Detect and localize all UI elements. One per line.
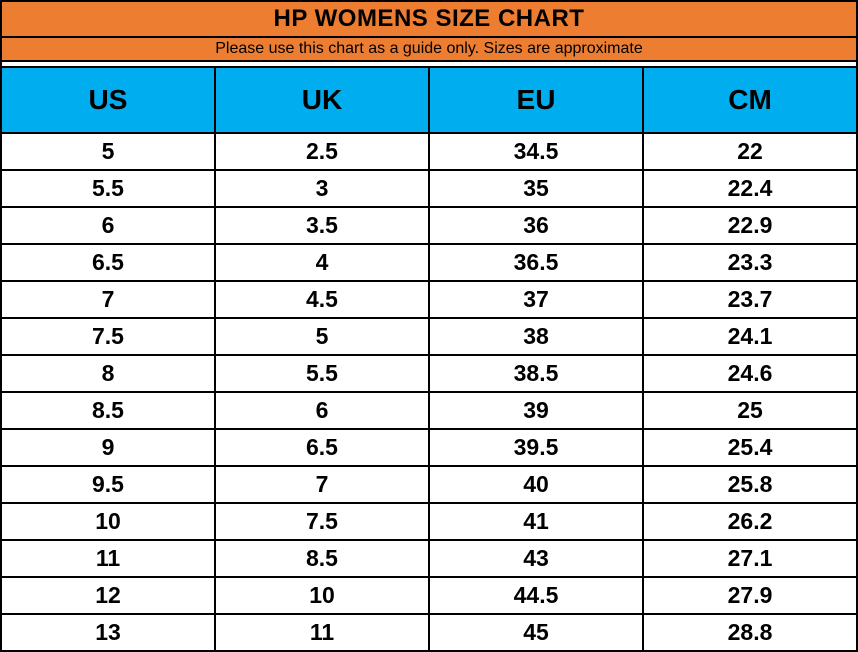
table-row: 11 8.5 43 27.1 <box>0 539 858 578</box>
size-table: US UK EU CM 5 2.5 34.5 22 5.5 3 35 22.4 6 3.5 36 22… <box>0 66 858 652</box>
column-header-cm: CM <box>642 66 858 134</box>
table-row: 7.5 5 38 24.1 <box>0 317 858 356</box>
table-cell: 7.5 <box>0 317 216 356</box>
table-row: 8 5.5 38.5 24.6 <box>0 354 858 393</box>
table-cell: 9.5 <box>0 465 216 504</box>
table-cell: 11 <box>214 613 430 652</box>
table-cell: 6 <box>214 391 430 430</box>
size-table-header: US UK EU CM <box>0 66 858 134</box>
table-cell: 7 <box>214 465 430 504</box>
table-cell: 10 <box>214 576 430 615</box>
table-cell: 23.7 <box>642 280 858 319</box>
table-row: 7 4.5 37 23.7 <box>0 280 858 319</box>
table-row: 13 11 45 28.8 <box>0 613 858 652</box>
table-cell: 4 <box>214 243 430 282</box>
header-row: US UK EU CM <box>0 66 858 134</box>
table-cell: 38 <box>428 317 644 356</box>
column-header-eu: EU <box>428 66 644 134</box>
table-cell: 25.8 <box>642 465 858 504</box>
table-cell: 5.5 <box>214 354 430 393</box>
table-cell: 36.5 <box>428 243 644 282</box>
table-cell: 36 <box>428 206 644 245</box>
table-row: 8.5 6 39 25 <box>0 391 858 430</box>
table-cell: 6.5 <box>0 243 216 282</box>
table-cell: 7.5 <box>214 502 430 541</box>
table-cell: 37 <box>428 280 644 319</box>
table-cell: 2.5 <box>214 132 430 171</box>
table-cell: 6.5 <box>214 428 430 467</box>
table-cell: 11 <box>0 539 216 578</box>
table-cell: 9 <box>0 428 216 467</box>
table-cell: 5 <box>0 132 216 171</box>
table-cell: 44.5 <box>428 576 644 615</box>
column-header-us: US <box>0 66 216 134</box>
table-row: 6 3.5 36 22.9 <box>0 206 858 245</box>
table-cell: 39.5 <box>428 428 644 467</box>
table-cell: 26.2 <box>642 502 858 541</box>
table-cell: 6 <box>0 206 216 245</box>
table-row: 5 2.5 34.5 22 <box>0 132 858 171</box>
table-cell: 41 <box>428 502 644 541</box>
table-cell: 43 <box>428 539 644 578</box>
table-cell: 24.6 <box>642 354 858 393</box>
table-cell: 23.3 <box>642 243 858 282</box>
table-cell: 5.5 <box>0 169 216 208</box>
chart-subtitle: Please use this chart as a guide only. S… <box>0 38 858 62</box>
table-cell: 22.9 <box>642 206 858 245</box>
table-cell: 40 <box>428 465 644 504</box>
table-cell: 3 <box>214 169 430 208</box>
table-row: 6.5 4 36.5 23.3 <box>0 243 858 282</box>
table-cell: 24.1 <box>642 317 858 356</box>
table-cell: 28.8 <box>642 613 858 652</box>
table-cell: 22.4 <box>642 169 858 208</box>
table-cell: 4.5 <box>214 280 430 319</box>
table-cell: 25.4 <box>642 428 858 467</box>
table-row: 9.5 7 40 25.8 <box>0 465 858 504</box>
table-cell: 8 <box>0 354 216 393</box>
table-cell: 10 <box>0 502 216 541</box>
table-cell: 12 <box>0 576 216 615</box>
table-cell: 27.1 <box>642 539 858 578</box>
table-cell: 35 <box>428 169 644 208</box>
table-cell: 39 <box>428 391 644 430</box>
table-cell: 8.5 <box>214 539 430 578</box>
table-cell: 7 <box>0 280 216 319</box>
table-cell: 8.5 <box>0 391 216 430</box>
size-table-body: 5 2.5 34.5 22 5.5 3 35 22.4 6 3.5 36 22.9 6.5 4 36.5 23… <box>0 132 858 652</box>
table-row: 12 10 44.5 27.9 <box>0 576 858 615</box>
table-cell: 27.9 <box>642 576 858 615</box>
divider <box>0 62 858 66</box>
table-row: 5.5 3 35 22.4 <box>0 169 858 208</box>
table-cell: 22 <box>642 132 858 171</box>
table-cell: 38.5 <box>428 354 644 393</box>
table-cell: 3.5 <box>214 206 430 245</box>
table-cell: 13 <box>0 613 216 652</box>
table-row: 9 6.5 39.5 25.4 <box>0 428 858 467</box>
table-cell: 25 <box>642 391 858 430</box>
table-cell: 34.5 <box>428 132 644 171</box>
chart-title: HP WOMENS SIZE CHART <box>0 0 858 38</box>
table-cell: 5 <box>214 317 430 356</box>
table-row: 10 7.5 41 26.2 <box>0 502 858 541</box>
table-cell: 45 <box>428 613 644 652</box>
column-header-uk: UK <box>214 66 430 134</box>
